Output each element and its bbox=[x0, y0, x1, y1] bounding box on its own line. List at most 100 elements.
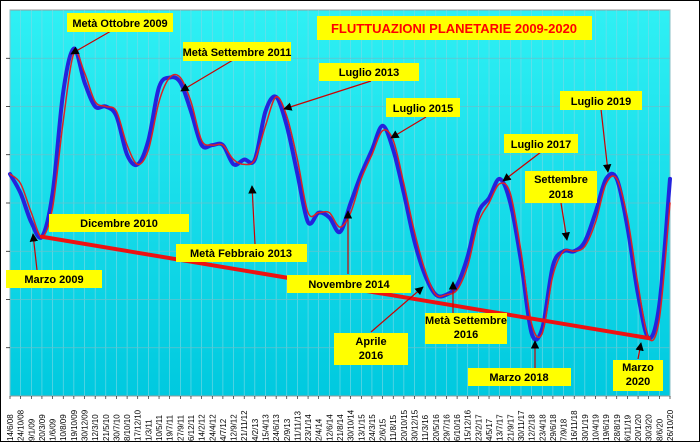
annotation-lug-2015-text: Luglio 2015 bbox=[393, 103, 454, 115]
x-tick-label: 30/3/20 bbox=[645, 414, 654, 441]
x-tick-label: 2/4/14 bbox=[315, 418, 324, 441]
x-tick-label: 20/5/16 bbox=[432, 414, 441, 441]
annotation-arrow bbox=[635, 342, 644, 360]
annotation-feb-2013-text: Metà Febbraio 2013 bbox=[190, 248, 292, 260]
annotation-mar-2018: Marzo 2018 bbox=[468, 368, 571, 386]
x-tick-label: 24/4/12 bbox=[208, 414, 217, 441]
x-tick-label: 12/3/10 bbox=[91, 414, 100, 441]
annotation-arrow bbox=[70, 30, 112, 55]
annotation-ott-2009: Metà Ottobre 2009 bbox=[67, 13, 173, 32]
x-tick-label: 1/3/11 bbox=[144, 419, 153, 441]
x-tick-label: 19/6/19 bbox=[602, 414, 611, 441]
annotation-lug-2013: Luglio 2013 bbox=[319, 63, 419, 81]
annotation-arrow bbox=[560, 202, 570, 241]
annotation-arrow bbox=[390, 116, 427, 139]
x-tick-label: 16/11/18 bbox=[570, 410, 579, 441]
annotation-arrow bbox=[600, 108, 612, 173]
x-tick-label: 10/4/19 bbox=[591, 414, 600, 441]
x-tick-label: 21/8/14 bbox=[336, 414, 345, 441]
x-tick-label: 15/4/13 bbox=[261, 414, 270, 441]
x-tick-label: 6/11/19 bbox=[623, 414, 632, 441]
x-tick-label: 29/7/16 bbox=[442, 414, 451, 441]
x-tick-label: 20/3/09 bbox=[38, 414, 47, 441]
annotation-mar-2009-text: Marzo 2009 bbox=[24, 274, 83, 286]
chart-title: FLUTTUAZIONI PLANETARIE 2009-2020 bbox=[331, 21, 577, 36]
annotation-set-2018: Settembre 2018 bbox=[525, 171, 597, 203]
x-tick-label: 30/12/09 bbox=[81, 409, 90, 441]
annotation-arrow bbox=[370, 286, 424, 333]
annotation-set-2011-text: Metà Settembre 2011 bbox=[183, 47, 292, 59]
x-tick-label: 11/3/16 bbox=[421, 414, 430, 441]
annotation-set-2016-text-2: 2016 bbox=[454, 329, 478, 341]
x-tick-label: 24/6/13 bbox=[272, 414, 281, 441]
annotation-arrow bbox=[248, 185, 257, 245]
x-tick-label: 8/10/10 bbox=[123, 414, 132, 441]
x-tick-label: 2/9/13 bbox=[283, 418, 292, 441]
annotation-lug-2019-text: Luglio 2019 bbox=[571, 96, 632, 108]
x-tick-label: 11/11/13 bbox=[293, 410, 302, 441]
annotation-lug-2017-text: Luglio 2017 bbox=[511, 139, 572, 151]
x-tick-label: 14/6/08 bbox=[6, 414, 15, 441]
x-tick-label: 1/6/09 bbox=[49, 418, 58, 441]
annotation-dic-2010-text: Dicembre 2010 bbox=[80, 218, 158, 230]
x-tick-label: 13/1/15 bbox=[357, 414, 366, 441]
annotation-mar-2020: Marzo 2020 bbox=[613, 360, 663, 391]
annotation-arrows bbox=[29, 30, 644, 368]
x-axis: 14/6/08 24/10/08 9/1/09 20/3/09 1/6/09 10/8/0… bbox=[6, 396, 675, 441]
x-tick-label: 23/1/14 bbox=[304, 414, 313, 441]
annotation-set-2016: Metà Settembre 2016 bbox=[425, 313, 507, 344]
chart-title-box: FLUTTUAZIONI PLANETARIE 2009-2020 bbox=[317, 16, 592, 40]
x-tick-label: 30/11/17 bbox=[517, 410, 526, 441]
annotation-mar-2020-text-1: Marzo bbox=[622, 362, 654, 374]
annotation-lug-2013-text: Luglio 2013 bbox=[339, 67, 400, 79]
x-tick-label: 26/10/20 bbox=[666, 409, 675, 441]
annotation-lug-2017: Luglio 2017 bbox=[504, 134, 578, 153]
x-tick-label: 15/12/16 bbox=[464, 409, 473, 441]
x-tick-label: 30/12/15 bbox=[411, 409, 420, 441]
annotation-set-2011: Metà Settembre 2011 bbox=[183, 42, 292, 61]
annotation-mar-2009: Marzo 2009 bbox=[6, 270, 102, 288]
annotation-nov-2014-text: Novembre 2014 bbox=[308, 279, 390, 291]
x-tick-label: 28/8/19 bbox=[613, 414, 622, 441]
x-tick-label: 11/8/15 bbox=[389, 414, 398, 441]
x-tick-label: 12/2/18 bbox=[528, 414, 537, 441]
annotation-arrow bbox=[180, 59, 234, 92]
x-tick-label: 19/7/11 bbox=[166, 414, 175, 441]
x-tick-label: 20/10/15 bbox=[400, 409, 409, 441]
x-tick-label: 30/7/10 bbox=[112, 414, 121, 441]
x-tick-label: 29/6/18 bbox=[549, 414, 558, 441]
annotation-ott-2009-text: Metà Ottobre 2009 bbox=[72, 18, 167, 30]
x-tick-label: 4/5/17 bbox=[485, 418, 494, 441]
x-tick-label: 19/10/09 bbox=[70, 409, 79, 441]
x-tick-label: 6/12/11 bbox=[187, 414, 196, 441]
x-tick-label: 30/10/14 bbox=[347, 409, 356, 441]
annotation-apr-2016: Aprile 2016 bbox=[334, 333, 408, 365]
x-tick-label: 13/7/17 bbox=[496, 414, 505, 441]
x-tick-label: 4/2/13 bbox=[251, 418, 260, 441]
x-tick-label: 30/1/19 bbox=[581, 414, 590, 441]
annotation-lug-2019: Luglio 2019 bbox=[560, 91, 642, 110]
x-tick-label: 6/10/16 bbox=[453, 414, 462, 441]
x-tick-label: 23/2/17 bbox=[474, 414, 483, 441]
annotation-apr-2016-text-1: Aprile bbox=[355, 336, 386, 348]
x-tick-label: 7/9/18 bbox=[560, 418, 569, 441]
annotation-feb-2013: Metà Febbraio 2013 bbox=[176, 244, 307, 262]
x-tick-label: 10/5/11 bbox=[155, 414, 164, 441]
x-tick-label: 14/2/12 bbox=[198, 414, 207, 441]
annotation-lug-2015: Luglio 2015 bbox=[386, 98, 460, 117]
x-tick-label: 27/9/11 bbox=[176, 414, 185, 441]
series-red-line bbox=[9, 50, 671, 342]
x-tick-label: 21/9/17 bbox=[506, 414, 515, 441]
annotation-set-2018-text-2: 2018 bbox=[549, 189, 573, 201]
x-tick-label: 2/6/15 bbox=[379, 418, 388, 441]
x-tick-label: 20/1/20 bbox=[634, 414, 643, 441]
x-tick-label: 12/9/12 bbox=[230, 414, 239, 441]
annotation-dic-2010: Dicembre 2010 bbox=[49, 214, 189, 232]
annotation-arrow bbox=[29, 233, 39, 271]
x-tick-label: 17/12/10 bbox=[134, 409, 143, 441]
annotation-apr-2016-text-2: 2016 bbox=[359, 350, 383, 362]
annotation-mar-2018-text: Marzo 2018 bbox=[489, 372, 548, 384]
annotation-nov-2014: Novembre 2014 bbox=[287, 275, 411, 293]
